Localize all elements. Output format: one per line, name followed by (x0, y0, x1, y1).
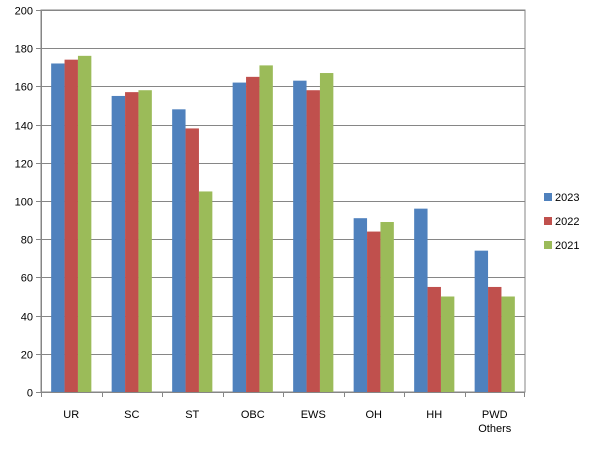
bar-2022-obc (246, 76, 260, 392)
y-tick-label: 60 (21, 273, 33, 285)
legend: 2023 2022 2021 (544, 192, 579, 252)
y-tick-label: 0 (27, 388, 33, 400)
y-tick-label: 20 (21, 350, 33, 362)
x-tick-label: HH (426, 409, 442, 421)
bar-2022-pwd-others (488, 286, 502, 392)
bar-2023-obc (232, 82, 247, 392)
bar-2023-sc (111, 95, 126, 392)
legend-label-2022: 2022 (555, 216, 579, 228)
legend-swatch-2023 (544, 193, 552, 201)
axis-layer: 0 20 40 60 80 100 120 140 160 180 200 UR SC ST OBC EWS O… (15, 6, 525, 435)
bar-2022-oh (367, 231, 381, 392)
bar-2022-sc (125, 92, 139, 392)
x-tick-label: Others (478, 423, 512, 435)
y-tick-label: 180 (15, 44, 33, 56)
bar-2021-st (198, 191, 213, 392)
bar-2021-hh (440, 296, 455, 392)
y-tick-label: 140 (15, 121, 33, 133)
y-tick-label: 80 (21, 235, 33, 247)
bar-2022-st (185, 128, 199, 393)
bar-2021-oh (380, 222, 394, 392)
y-tick-label: 160 (15, 82, 33, 94)
bar-2021-pwd-others (501, 296, 515, 392)
bar-2021-obc (259, 65, 273, 392)
legend-label-2021: 2021 (555, 240, 579, 252)
bar-2021-ur (77, 55, 92, 393)
legend-swatch-2021 (544, 241, 552, 249)
legend-label-2023: 2023 (555, 192, 579, 204)
bar-2022-ews (306, 90, 320, 392)
legend-swatch-2022 (544, 217, 552, 225)
bars-layer (51, 55, 515, 393)
bar-2021-sc (138, 90, 152, 392)
bar-2023-ews (293, 80, 307, 393)
x-tick-label: EWS (301, 409, 326, 421)
bar-2023-ur (51, 63, 65, 392)
y-tick-label: 100 (15, 197, 33, 209)
bar-2023-hh (414, 208, 428, 392)
y-tick-label: 40 (21, 312, 33, 324)
x-tick-label: OBC (241, 409, 265, 421)
y-tick-label: 120 (15, 159, 33, 171)
x-tick-label: PWD (482, 409, 508, 421)
bar-2021-ews (319, 73, 334, 392)
x-tick-label: SC (124, 409, 139, 421)
bar-2022-hh (427, 286, 441, 392)
x-tick-label: OH (366, 409, 383, 421)
x-tick-label: UR (63, 409, 79, 421)
y-tick-label: 200 (15, 6, 33, 18)
bar-2023-pwd-others (474, 250, 489, 392)
bar-2023-st (172, 109, 186, 392)
x-tick-label: ST (185, 409, 199, 421)
bar-2022-ur (64, 59, 78, 392)
bar-2023-oh (353, 218, 368, 392)
